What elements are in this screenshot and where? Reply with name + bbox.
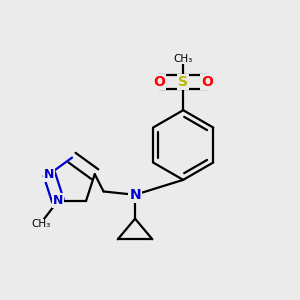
Text: CH₃: CH₃ (32, 219, 51, 229)
Text: O: O (201, 75, 213, 89)
Text: N: N (129, 188, 141, 202)
Text: N: N (44, 168, 55, 181)
Text: N: N (53, 194, 63, 207)
Text: S: S (178, 75, 188, 89)
Text: CH₃: CH₃ (174, 54, 193, 64)
Text: O: O (153, 75, 165, 89)
